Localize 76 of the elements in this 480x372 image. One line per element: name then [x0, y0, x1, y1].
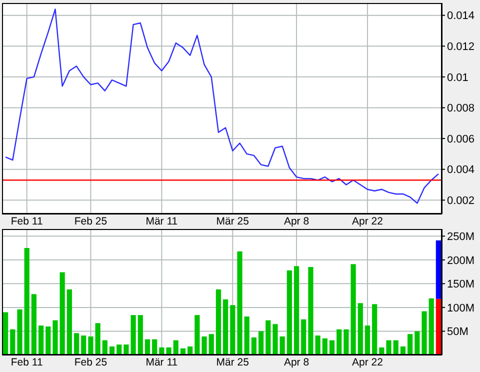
bar	[336, 329, 342, 355]
y-tick-label: 150M	[447, 278, 475, 291]
bar	[46, 326, 51, 355]
x-tick-label: Mär 25	[216, 215, 250, 228]
x-tick-label: Feb 25	[74, 215, 108, 228]
bar	[422, 311, 427, 355]
x-tick-label: Mär 11	[146, 215, 178, 228]
x-tick-label: Mär 11	[146, 356, 178, 368]
bar	[428, 298, 434, 355]
bar	[81, 336, 86, 355]
bar	[194, 315, 200, 355]
x-tick-label: Apr 8	[284, 215, 310, 228]
bar	[251, 337, 256, 355]
bar	[60, 272, 65, 355]
bar	[329, 340, 335, 355]
y-tick-label: 50M	[447, 326, 468, 338]
x-tick-label: Feb 11	[10, 356, 43, 368]
bar	[408, 334, 413, 355]
x-tick-label: Apr 22	[352, 215, 384, 228]
bar	[266, 320, 271, 355]
bar	[322, 338, 328, 355]
bar	[301, 319, 306, 355]
bar	[286, 270, 292, 355]
bar	[38, 326, 44, 355]
y-tick-label: 0.002	[447, 195, 475, 208]
bar	[10, 329, 16, 355]
bar	[152, 339, 158, 355]
bar	[216, 289, 222, 355]
bar	[166, 347, 172, 355]
bar	[173, 340, 178, 355]
x-tick-label: Mär 25	[216, 356, 250, 368]
bar	[202, 336, 207, 355]
y-tick-label: 250M	[447, 231, 475, 244]
x-tick-label: Apr 8	[284, 356, 310, 368]
bar	[237, 251, 242, 355]
bar	[272, 324, 278, 355]
bar	[308, 267, 314, 355]
bar	[66, 289, 72, 355]
bar	[280, 336, 285, 355]
y-tick-label: 200M	[447, 254, 475, 267]
y-tick-label: 0.004	[447, 164, 475, 176]
bar	[386, 340, 392, 355]
bar	[223, 299, 228, 355]
bar	[24, 248, 30, 355]
y-tick-label: 0.008	[447, 102, 475, 115]
bar	[95, 323, 100, 355]
bar	[31, 294, 36, 355]
bar	[414, 331, 420, 355]
bar	[102, 340, 108, 355]
bar	[364, 326, 370, 355]
bar	[436, 240, 442, 299]
bar	[294, 266, 300, 355]
bar	[208, 334, 214, 355]
y-tick-label: 0.006	[447, 133, 475, 146]
bar	[17, 309, 22, 355]
bar	[230, 305, 236, 355]
bar	[372, 304, 378, 355]
bar	[88, 336, 94, 355]
bar	[393, 340, 398, 355]
x-tick-label: Feb 25	[74, 356, 108, 368]
y-tick-label: 100M	[447, 302, 475, 314]
bar	[358, 303, 363, 355]
bar	[52, 320, 58, 355]
y-tick-label: 0.012	[447, 41, 475, 54]
bar	[436, 298, 442, 355]
bar	[138, 315, 143, 355]
bar	[3, 312, 8, 355]
bar	[244, 316, 250, 355]
y-tick-label: 0.01	[447, 72, 468, 84]
bar	[315, 336, 320, 355]
bar	[74, 333, 80, 355]
y-tick-label: 0.014	[447, 10, 475, 22]
x-tick-label: Feb 11	[10, 215, 43, 228]
bar	[258, 331, 264, 355]
x-tick-label: Apr 22	[352, 356, 384, 368]
bar	[144, 339, 150, 355]
